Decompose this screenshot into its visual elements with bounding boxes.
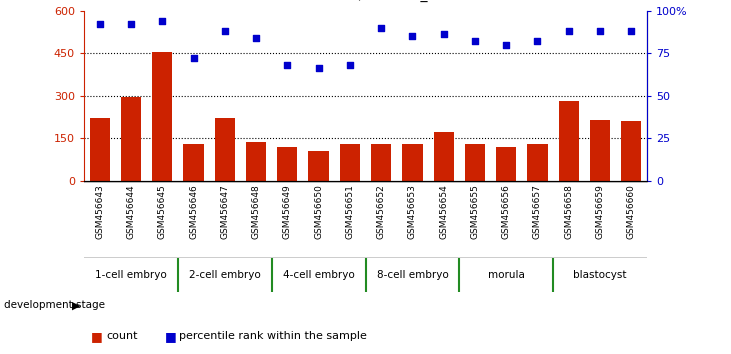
Point — [219, 28, 231, 34]
Text: GSM456660: GSM456660 — [626, 184, 636, 239]
Bar — [590, 120, 610, 181]
Point — [313, 65, 325, 71]
Point — [250, 35, 262, 41]
Bar — [121, 97, 141, 181]
Text: GSM456653: GSM456653 — [408, 184, 417, 239]
Text: GSM456657: GSM456657 — [533, 184, 542, 239]
Point — [125, 21, 137, 27]
Text: morula: morula — [488, 270, 525, 280]
Bar — [527, 144, 548, 181]
Bar — [465, 144, 485, 181]
Text: GSM456649: GSM456649 — [283, 184, 292, 239]
Bar — [308, 151, 329, 181]
Point — [375, 25, 387, 30]
Text: GSM456654: GSM456654 — [439, 184, 448, 239]
Text: GSM456650: GSM456650 — [314, 184, 323, 239]
Text: 4-cell embryo: 4-cell embryo — [283, 270, 355, 280]
Text: GDS3959 / 205263_at: GDS3959 / 205263_at — [289, 0, 442, 2]
Text: GSM456659: GSM456659 — [596, 184, 605, 239]
Bar — [496, 147, 516, 181]
Bar — [89, 118, 110, 181]
Point — [281, 62, 293, 68]
Text: GSM456651: GSM456651 — [345, 184, 355, 239]
Bar — [183, 144, 204, 181]
Bar — [558, 101, 579, 181]
Point — [344, 62, 356, 68]
Text: GSM456655: GSM456655 — [471, 184, 480, 239]
Bar — [277, 147, 298, 181]
Text: GSM456656: GSM456656 — [501, 184, 511, 239]
Text: 2-cell embryo: 2-cell embryo — [189, 270, 261, 280]
Text: GSM456648: GSM456648 — [251, 184, 260, 239]
Point — [94, 21, 105, 27]
Bar — [246, 142, 266, 181]
Bar — [621, 121, 642, 181]
Text: GSM456644: GSM456644 — [126, 184, 135, 239]
Text: GSM456645: GSM456645 — [158, 184, 167, 239]
Bar — [215, 118, 235, 181]
Point — [156, 18, 168, 24]
Text: GSM456647: GSM456647 — [220, 184, 230, 239]
Point — [406, 33, 418, 39]
Text: percentile rank within the sample: percentile rank within the sample — [179, 331, 367, 341]
Point — [563, 28, 575, 34]
Bar — [340, 144, 360, 181]
Text: 1-cell embryo: 1-cell embryo — [95, 270, 167, 280]
Point — [626, 28, 637, 34]
Bar — [402, 144, 423, 181]
Text: ■: ■ — [164, 330, 176, 343]
Point — [594, 28, 606, 34]
Point — [531, 38, 543, 44]
Bar — [433, 132, 454, 181]
Point — [188, 55, 200, 61]
Text: GSM456652: GSM456652 — [376, 184, 386, 239]
Text: count: count — [106, 331, 137, 341]
Point — [501, 42, 512, 47]
Point — [438, 32, 450, 37]
Bar — [371, 144, 391, 181]
Text: ■: ■ — [91, 330, 103, 343]
Text: blastocyst: blastocyst — [573, 270, 626, 280]
Point — [469, 38, 481, 44]
Text: GSM456643: GSM456643 — [95, 184, 105, 239]
Text: ▶: ▶ — [72, 300, 80, 310]
Bar — [152, 52, 173, 181]
Text: 8-cell embryo: 8-cell embryo — [376, 270, 448, 280]
Text: GSM456658: GSM456658 — [564, 184, 573, 239]
Text: GSM456646: GSM456646 — [189, 184, 198, 239]
Text: development stage: development stage — [4, 300, 105, 310]
